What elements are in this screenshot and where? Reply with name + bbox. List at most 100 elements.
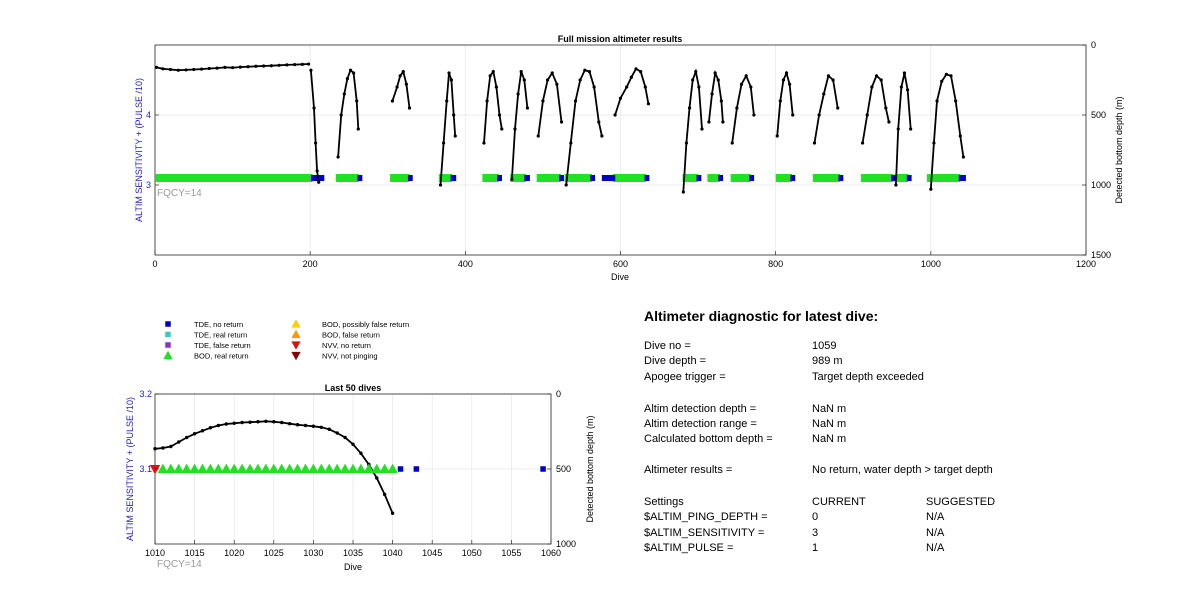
depth-point	[168, 67, 173, 72]
depth-point	[865, 113, 869, 117]
x-tick-label: 1035	[343, 548, 363, 558]
y2-tick-label: 1500	[1091, 250, 1111, 260]
depth-line	[895, 72, 912, 186]
tde-no-return-marker-run	[559, 175, 565, 181]
depth-point	[569, 141, 573, 145]
bod-real-return-marker	[260, 463, 272, 474]
chart2-title: Last 50 dives	[325, 383, 382, 393]
apogee-label: Apogee trigger =	[644, 371, 726, 383]
depth-point	[894, 183, 898, 187]
depth-point	[944, 72, 948, 76]
depth-point	[541, 99, 545, 103]
depth-point	[625, 85, 629, 89]
depth-point	[485, 99, 489, 103]
pulse-label: $ALTIM_PULSE =	[644, 542, 734, 554]
dive-depth-value: 989 m	[812, 355, 843, 367]
depth-point	[730, 141, 734, 145]
bod-real-return-marker	[221, 463, 232, 474]
chart2-y-axis-label: ALTIM SENSITIVITY + (PULSE /10)	[125, 397, 135, 541]
depth-point	[216, 423, 221, 428]
depth-point	[545, 78, 550, 82]
depth-point	[345, 77, 350, 81]
depth-point	[860, 141, 865, 145]
settings-suggested-header: SUGGESTED	[926, 496, 996, 508]
depth-point	[564, 183, 568, 187]
depth-point	[207, 66, 211, 71]
depth-line	[537, 71, 563, 137]
depth-point	[713, 71, 717, 75]
depth-point	[351, 442, 355, 446]
depth-point	[313, 141, 318, 145]
tde-no-return-marker-run	[958, 175, 966, 181]
depth-point	[238, 65, 242, 69]
legend-marker	[165, 321, 171, 327]
depth-point	[232, 421, 236, 425]
bod-real-return-marker-run	[612, 174, 647, 182]
depth-point	[592, 85, 596, 89]
depth-point	[280, 420, 284, 425]
sensitivity-current: 3	[812, 527, 819, 539]
bod-real-return-marker-run	[707, 174, 720, 182]
depth-point	[578, 78, 582, 82]
depth-point	[343, 435, 347, 440]
depth-point	[395, 85, 399, 89]
depth-point	[491, 70, 495, 74]
depth-point	[513, 127, 517, 131]
depth-point	[822, 92, 826, 96]
depth-point	[583, 68, 587, 72]
bod-real-return-marker	[292, 463, 303, 474]
depth-point	[390, 511, 395, 515]
depth-point	[215, 66, 219, 70]
depth-point	[550, 71, 554, 75]
depth-point	[192, 67, 196, 72]
depth-point	[482, 141, 486, 145]
dive-no-label: Dive no =	[644, 340, 691, 352]
legend-marker	[291, 351, 301, 361]
depth-point	[277, 63, 281, 67]
depth-point	[497, 113, 502, 117]
depth-point	[407, 106, 412, 110]
depth-point	[935, 99, 939, 103]
depth-point	[887, 120, 891, 124]
depth-point	[199, 67, 204, 71]
depth-point	[510, 177, 514, 181]
legend-marker	[291, 329, 301, 339]
depth-line	[391, 69, 411, 109]
full-mission-chart: 0 200 400 600 800 1000 1200 3 4 0 500 1000 1500 Full…	[134, 34, 1124, 282]
tde-no-return-marker-run	[906, 175, 912, 181]
depth-point	[905, 88, 910, 92]
bod-real-return-marker-run	[390, 174, 410, 182]
ping-depth-suggested: N/A	[926, 511, 945, 523]
depth-point	[300, 62, 305, 66]
bod-real-return-marker	[387, 463, 398, 474]
depth-point	[317, 180, 321, 184]
depth-point	[223, 65, 227, 69]
depth-point	[691, 78, 695, 82]
calc-bottom-depth-value: NaN m	[812, 433, 847, 445]
depth-point	[681, 190, 685, 194]
y2-tick-label: 0	[1091, 40, 1096, 50]
depth-point	[634, 67, 638, 71]
depth-point	[618, 96, 623, 100]
dive-depth-label: Dive depth =	[644, 355, 707, 367]
calc-bottom-depth-label: Calculated bottom depth =	[644, 433, 773, 445]
depth-point	[262, 64, 266, 68]
depth-point	[716, 78, 720, 82]
depth-point	[778, 99, 782, 103]
x-tick-label: 1060	[541, 548, 561, 558]
depth-point	[287, 422, 292, 426]
depth-line	[565, 69, 603, 186]
depth-point	[248, 420, 252, 424]
bod-real-return-marker	[300, 463, 311, 474]
ping-depth-current: 0	[812, 511, 819, 523]
bod-real-return-marker	[339, 463, 351, 474]
chart2-fqcy-annotation: FQCY=14	[157, 559, 202, 570]
y2-tick-label: 500	[1091, 110, 1106, 120]
depth-point	[382, 492, 387, 497]
depth-point	[536, 134, 540, 138]
chart2-x-axis-label: Dive	[344, 562, 362, 572]
depth-point	[909, 127, 913, 131]
bod-real-return-marker	[284, 463, 295, 474]
tde-no-return-marker	[540, 466, 546, 472]
depth-point	[646, 102, 651, 106]
